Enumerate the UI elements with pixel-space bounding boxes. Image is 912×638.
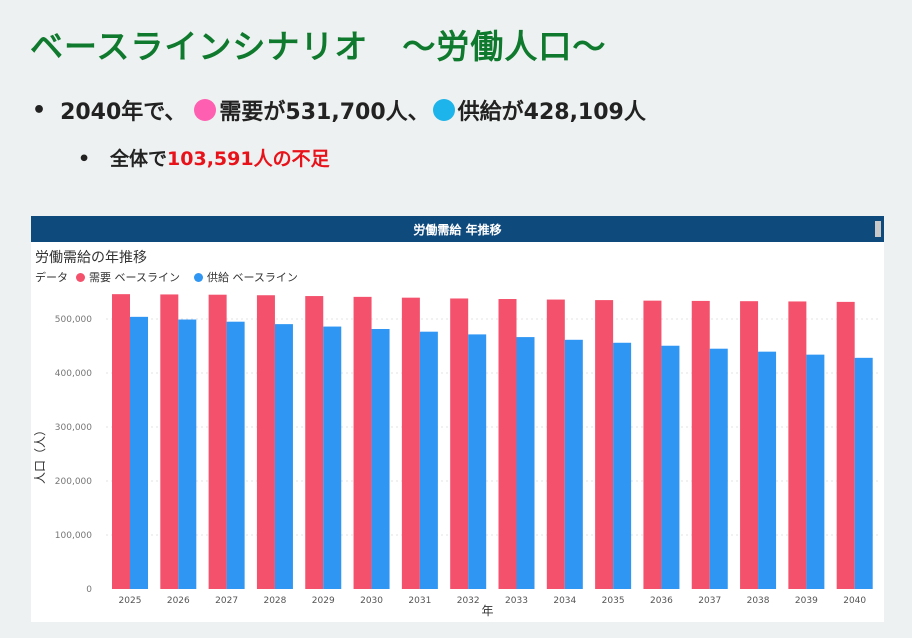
- bar-demand: [595, 300, 614, 589]
- bar-supply: [613, 342, 632, 589]
- bar-demand: [305, 296, 324, 589]
- supply-circle-icon: [432, 99, 455, 121]
- legend-supply-dot: [193, 272, 203, 282]
- legend-demand-dot: [76, 272, 85, 282]
- x-tick-label: 2025: [119, 596, 142, 606]
- bar-demand: [112, 294, 130, 589]
- x-tick-label: 2032: [457, 596, 480, 606]
- y-tick-label: 0: [86, 585, 92, 595]
- y-tick-label: 100,000: [55, 531, 92, 541]
- bullet-dot: •: [32, 97, 47, 123]
- bar-supply: [709, 348, 728, 589]
- chart-title: 労働需給の年推移: [35, 250, 147, 266]
- bar-supply: [564, 339, 583, 589]
- bullet1-prefix: 2040年で、: [60, 100, 187, 125]
- bar-demand: [256, 295, 275, 589]
- bar-demand: [498, 299, 517, 589]
- bar-supply: [274, 324, 293, 589]
- x-tick-label: 2039: [795, 596, 818, 606]
- x-tick-label: 2037: [698, 596, 721, 606]
- legend-supply-label[interactable]: 供給 ベースライン: [206, 271, 298, 284]
- chart-panel: 労働需給 年推移 労働需給の年推移 データ 需要 ベースライン 供給 ベースライ…: [31, 216, 884, 622]
- panel-scrollbar[interactable]: [875, 221, 881, 237]
- bullet-dot: •: [78, 148, 91, 170]
- y-tick-label: 200,000: [55, 477, 92, 487]
- x-tick-label: 2027: [215, 596, 238, 606]
- panel-header-title: 労働需給 年推移: [413, 222, 502, 237]
- x-tick-label: 2029: [312, 596, 335, 606]
- x-tick-label: 2026: [167, 596, 190, 606]
- y-axis-label: 人口（人）: [33, 424, 47, 484]
- x-tick-label: 2040: [843, 596, 866, 606]
- bar-supply: [178, 319, 197, 589]
- bar-supply: [468, 334, 487, 589]
- bar-supply: [854, 357, 873, 589]
- bullet2-prefix: 全体で: [110, 148, 168, 170]
- slide-title: ベースラインシナリオ ～労働人口～: [30, 27, 607, 66]
- bar-supply: [661, 345, 680, 589]
- bullet1-demand: 需要が531,700人、: [219, 100, 430, 125]
- x-tick-label: 2038: [747, 596, 770, 606]
- bar-supply: [323, 326, 342, 589]
- x-tick-label: 2035: [602, 596, 625, 606]
- bar-demand: [691, 300, 710, 589]
- demand-circle-icon: [194, 99, 217, 121]
- bar-supply: [806, 354, 825, 589]
- y-tick-label: 300,000: [55, 423, 92, 433]
- bar-demand: [450, 298, 469, 589]
- legend-demand-label[interactable]: 需要 ベースライン: [89, 271, 180, 284]
- bar-supply: [419, 331, 438, 589]
- panel-header: 労働需給 年推移: [31, 216, 884, 242]
- bar-demand: [740, 301, 759, 589]
- bar-demand: [401, 297, 420, 589]
- bar-demand: [160, 294, 179, 589]
- chart-legend: データ 需要 ベースライン 供給 ベースライン: [35, 269, 298, 285]
- bar-supply: [516, 337, 535, 589]
- y-tick-label: 500,000: [55, 315, 92, 325]
- bullet1-supply: 供給が428,109人: [457, 100, 646, 125]
- y-tick-label: 400,000: [55, 369, 92, 379]
- bar-supply: [226, 321, 245, 589]
- bar-demand: [836, 301, 855, 589]
- bar-demand: [643, 300, 662, 589]
- x-tick-label: 2031: [408, 596, 431, 606]
- bar-demand: [208, 294, 227, 589]
- shortage-highlight: 103,591人の不足: [167, 148, 330, 170]
- bullet-shortage: • 全体で103,591人の不足: [78, 144, 330, 171]
- x-axis-label: 年: [481, 604, 493, 618]
- x-tick-label: 2028: [263, 596, 286, 606]
- bar-supply: [758, 351, 777, 589]
- x-tick-label: 2036: [650, 596, 673, 606]
- bullet-2040-summary: • 2040年で、 需要が531,700人、 供給が428,109人: [32, 94, 646, 126]
- bar-supply: [130, 316, 148, 589]
- x-tick-label: 2034: [553, 596, 576, 606]
- bar-demand: [546, 299, 565, 589]
- bar-supply: [371, 328, 390, 589]
- x-tick-label: 2030: [360, 596, 383, 606]
- bar-demand: [353, 296, 372, 589]
- bar-chart: 0 100,000 200,000 300,000 400,000 500,000 人口（人…: [33, 294, 879, 618]
- bar-demand: [788, 301, 807, 589]
- x-tick-label: 2033: [505, 596, 528, 606]
- legend-label: データ: [35, 271, 68, 284]
